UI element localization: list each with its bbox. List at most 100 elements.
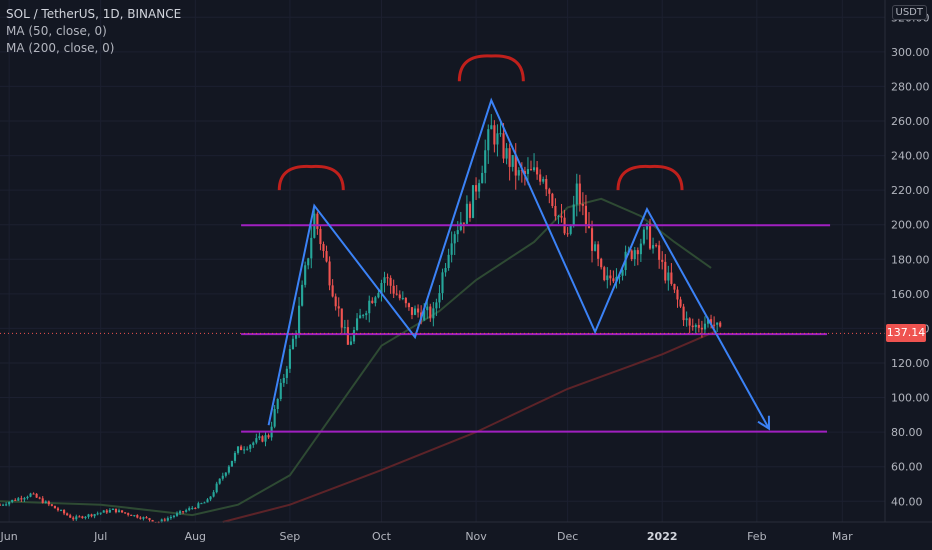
candle-body [99, 512, 102, 514]
candle-body [166, 518, 169, 521]
candle-body [35, 493, 38, 498]
candle-body [212, 492, 215, 497]
candle-body [609, 275, 612, 279]
candle-body [471, 185, 475, 218]
candle-body [322, 244, 325, 252]
candle-body [569, 225, 572, 234]
time-tick-label: Jul [93, 530, 107, 543]
candle-body [197, 503, 200, 509]
candle-body [102, 510, 105, 513]
candle-body [304, 265, 307, 285]
candle-body [50, 504, 53, 506]
price-axis[interactable]: 40.0060.0080.00100.00120.00140.00160.001… [884, 0, 930, 522]
candle-body [633, 250, 636, 260]
candle-body [502, 133, 505, 159]
candle-body [575, 183, 578, 205]
ma50-legend[interactable]: MA (50, close, 0) [6, 24, 107, 38]
time-axis[interactable]: Jun Jul Aug Sep Oct Nov Dec 2022 Feb Mar [0, 521, 932, 543]
candle-body [697, 324, 700, 328]
candle-body [172, 515, 176, 517]
candle-body [142, 517, 145, 519]
candle-body [389, 277, 392, 286]
candle-body [700, 327, 703, 330]
candle-body [514, 155, 517, 176]
candle-body [340, 308, 343, 328]
candle-body [572, 204, 575, 226]
candle-body [435, 302, 438, 309]
time-tick-label: Aug [185, 530, 206, 543]
candle-body [221, 475, 224, 479]
price-tick-label: 60.00 [891, 461, 923, 474]
candle-body [53, 505, 56, 509]
candle-body [468, 203, 472, 218]
candle-body [380, 283, 383, 294]
candlestick-series [0, 114, 722, 524]
candle-body [0, 504, 2, 506]
candle-body [148, 518, 151, 521]
candle-body [410, 307, 414, 315]
candle-body [532, 167, 536, 171]
candle-body [264, 435, 267, 442]
candle-body [413, 308, 417, 315]
candle-body [23, 498, 26, 500]
time-tick-label: Feb [747, 530, 766, 543]
time-tick-label: Sep [280, 530, 301, 543]
candle-body [29, 493, 32, 497]
candle-body [151, 520, 154, 522]
candle-body [670, 272, 673, 284]
candle-body [81, 516, 84, 519]
candle-body [551, 193, 554, 206]
candle-body [377, 293, 380, 298]
price-tick-label: 120.00 [891, 357, 930, 370]
candle-body [38, 497, 41, 499]
price-tick-label: 200.00 [891, 219, 930, 232]
candle-body [346, 327, 349, 345]
candle-body [240, 446, 243, 451]
candle-body [407, 303, 410, 308]
candle-body [481, 172, 484, 184]
candle-body [236, 446, 240, 453]
candle-body [459, 222, 462, 231]
candle-body [203, 502, 206, 504]
candle-body [536, 167, 539, 175]
candle-body [230, 460, 233, 467]
candle-body [606, 275, 609, 281]
currency-badge[interactable]: USDT [891, 5, 927, 20]
candle-body [667, 272, 670, 281]
candle-body [499, 133, 502, 135]
candle-body [163, 519, 166, 521]
candle-body [218, 478, 221, 484]
candle-body [78, 516, 81, 518]
candle-body [26, 496, 29, 499]
candle-body [66, 513, 69, 516]
candle-body [688, 318, 691, 326]
candle-body [124, 512, 127, 514]
candle-body [127, 513, 130, 515]
candle-body [496, 133, 499, 145]
candle-body [652, 245, 655, 249]
candle-body [1, 504, 5, 506]
candle-body [395, 293, 398, 295]
symbol-title[interactable]: SOL / TetherUS, 1D, BINANCE [6, 7, 182, 21]
candle-body [185, 510, 188, 512]
candle-body [655, 245, 658, 247]
candle-body [252, 442, 255, 446]
candle-body [673, 283, 676, 290]
candle-body [706, 319, 710, 324]
candle-body [542, 178, 545, 182]
chart-legend: SOL / TetherUS, 1D, BINANCE MA (50, clos… [6, 6, 181, 57]
candle-body [612, 278, 615, 282]
candle-body [200, 503, 203, 505]
candle-body [316, 213, 319, 229]
candle-body [209, 496, 212, 500]
price-tick-label: 40.00 [891, 495, 923, 508]
ma200-legend[interactable]: MA (200, close, 0) [6, 41, 115, 55]
ma200-line [222, 330, 715, 523]
candle-body [484, 150, 487, 173]
last-price-tag: 137.14 [886, 324, 926, 343]
candle-body [658, 245, 661, 260]
candle-body [423, 310, 426, 321]
candle-body [194, 507, 197, 509]
candle-body [331, 285, 334, 297]
